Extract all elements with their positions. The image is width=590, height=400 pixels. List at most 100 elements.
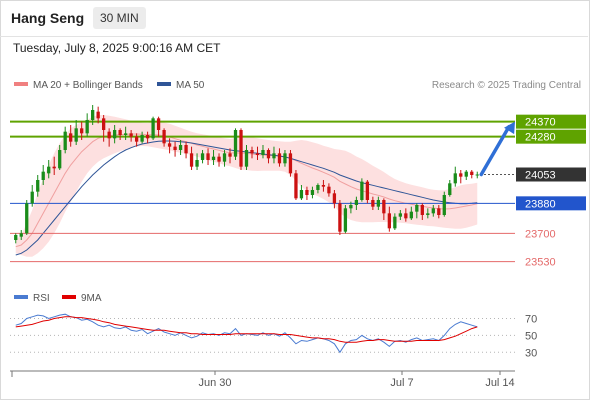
candle-body [167, 143, 172, 147]
level-tag-label: 24053 [525, 170, 556, 182]
candle-body [233, 130, 238, 157]
candle-body [464, 171, 468, 177]
candle-body [69, 133, 73, 142]
level-tag-box [516, 196, 586, 211]
rsi-series-9ma [15, 316, 478, 343]
legend-ma20-label: MA 20 + Bollinger Bands [33, 80, 143, 91]
candle-body [118, 130, 122, 135]
candle-body [470, 171, 474, 175]
candle-body [442, 195, 446, 215]
candle-body [371, 200, 375, 207]
candle-body [415, 205, 419, 212]
legend-9ma-label: 9MA [81, 293, 102, 304]
legend-9ma: 9MA [62, 293, 102, 304]
candle-body [453, 173, 457, 184]
level-tag-label: 24370 [525, 117, 556, 129]
candle-body [244, 150, 249, 167]
candle-body [74, 128, 78, 142]
candle-body [261, 150, 265, 155]
candle-body [217, 156, 221, 162]
x-tick-label: Jul 7 [390, 377, 413, 389]
timeframe-button[interactable]: 30 MIN [93, 7, 146, 29]
candle-body [327, 186, 331, 194]
candle-body [222, 153, 227, 162]
legend-ma50: MA 50 [157, 80, 204, 91]
candle-body [426, 213, 430, 215]
candle-body [123, 133, 128, 135]
rsi-tick-label: 30 [525, 347, 537, 359]
candle-body [145, 135, 150, 139]
candle-body [283, 153, 287, 164]
candle-body [338, 203, 342, 232]
candle-body [332, 193, 337, 204]
candle-body [255, 153, 260, 155]
rsi-tick-label: 70 [525, 313, 537, 325]
candle-body [459, 173, 463, 177]
candle-body [376, 200, 381, 207]
candle-body [272, 153, 276, 159]
bollinger-band-area [15, 115, 478, 257]
candle-body [475, 174, 479, 176]
legend-ma50-label: MA 50 [176, 80, 205, 91]
candle-body [387, 213, 391, 229]
candle-body [393, 216, 397, 229]
candle-body [200, 153, 205, 160]
candle-body [305, 190, 309, 195]
x-tick-label: Jun 30 [198, 377, 231, 389]
candle-body [409, 211, 413, 219]
candle-body [52, 166, 56, 169]
rsi-tick-label: 50 [525, 330, 537, 342]
header-bar: Hang Seng 30 MIN [0, 0, 588, 37]
candle-body [134, 136, 139, 142]
candle-body [365, 181, 370, 200]
ma50-swatch [157, 82, 171, 87]
candle-body [404, 213, 408, 219]
candle-body [360, 181, 364, 200]
level-tag-23530: 23530 [525, 257, 556, 269]
candle-body [343, 208, 348, 232]
candle-body [228, 153, 232, 157]
level-tag-24280: 24280 [516, 129, 586, 144]
candle-body [80, 128, 84, 134]
level-tag-box [516, 114, 586, 129]
candle-body [239, 130, 243, 167]
candle-body [151, 118, 155, 139]
candle-body [173, 146, 177, 150]
credit-text: Research © 2025 Trading Central [431, 80, 581, 91]
ma20-swatch [14, 82, 28, 87]
candle-body [277, 153, 282, 164]
level-tag-23700: 23700 [525, 228, 556, 240]
candle-body [316, 185, 320, 190]
rsi-swatch [14, 295, 28, 300]
candle-body [448, 183, 452, 195]
candle-body [112, 130, 117, 139]
candle-body [288, 153, 293, 174]
candle-body [398, 213, 402, 217]
forecast-arrow-head [504, 121, 515, 135]
candle-body [184, 145, 188, 154]
candle-body [85, 120, 89, 134]
level-tag-24370: 24370 [516, 114, 586, 129]
level-tag-24053: 24053 [516, 167, 586, 182]
timestamp-label: Tuesday, July 8, 2025 9:00:16 AM CET [13, 41, 221, 55]
candle-body [299, 190, 304, 199]
legend-rsi: RSI [14, 293, 50, 304]
candle-body [354, 200, 359, 205]
level-tag-label: 23880 [525, 198, 556, 210]
candle-body [420, 205, 424, 215]
level-tag-box [516, 167, 586, 182]
candle-body [189, 153, 194, 167]
candle-body [178, 145, 183, 150]
x-tick-label: Jul 14 [485, 377, 514, 389]
candle-body [63, 131, 67, 150]
candle-body [310, 190, 315, 195]
candle-body [129, 133, 133, 137]
candle-body [431, 208, 435, 214]
candle-body [91, 110, 95, 120]
candle-body [294, 173, 298, 199]
candle-body [382, 200, 386, 214]
candle-body [47, 166, 51, 174]
candle-body [437, 208, 441, 215]
